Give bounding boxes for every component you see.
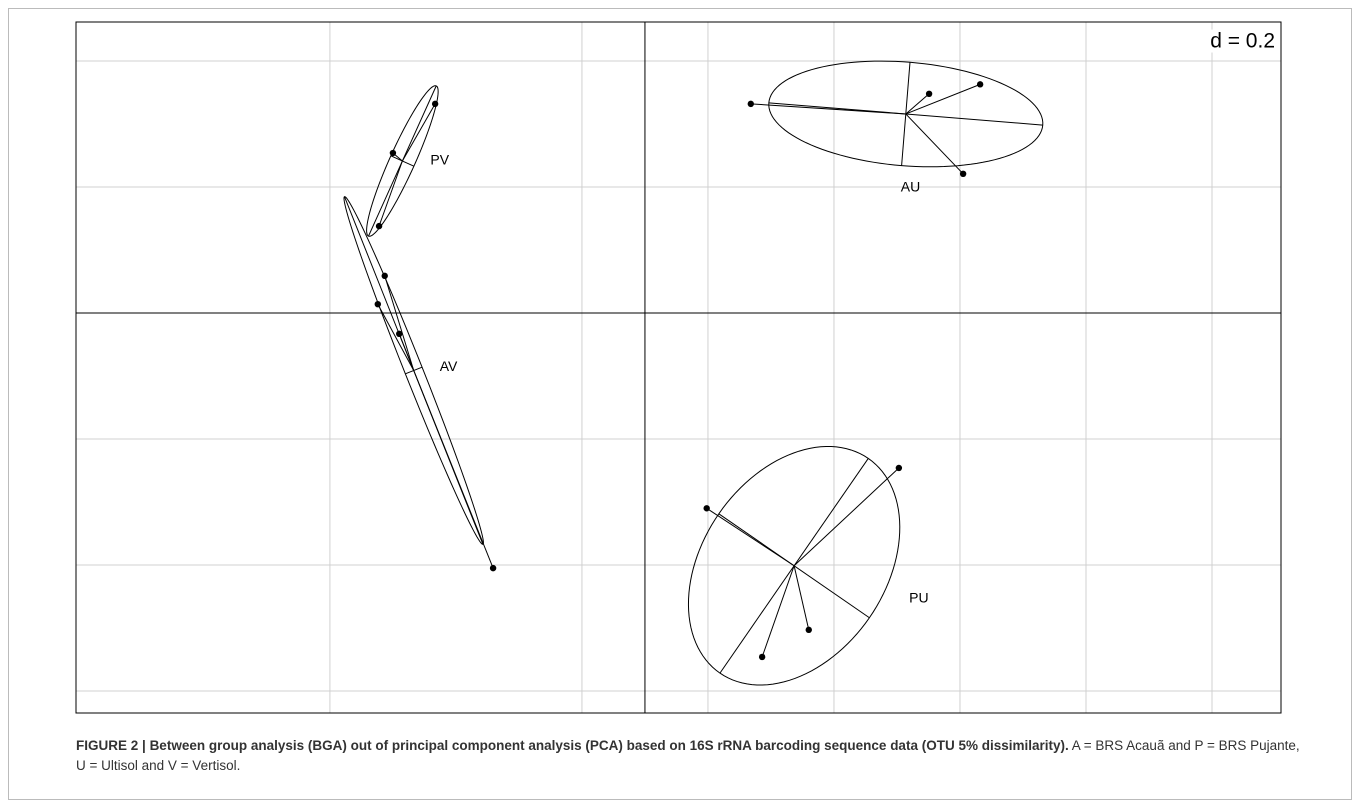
- caption-label: FIGURE 2 |: [76, 738, 146, 753]
- chart: d = 0.2 PV AV AU PU: [75, 21, 1282, 714]
- point: [747, 100, 754, 108]
- star-line: [401, 103, 436, 162]
- plot-frame: [75, 21, 1282, 714]
- star-line: [905, 113, 964, 175]
- class-label: PV: [430, 152, 449, 168]
- point: [895, 464, 903, 472]
- class-ellipse: [366, 85, 439, 237]
- caption: FIGURE 2 | Between group analysis (BGA) …: [76, 736, 1306, 776]
- star-line: [398, 333, 415, 371]
- class-ellipse: [343, 196, 484, 545]
- star-line: [706, 507, 795, 567]
- point: [396, 330, 403, 338]
- star-line: [793, 467, 900, 567]
- star-line: [793, 565, 810, 630]
- point: [758, 653, 766, 661]
- annotation-background: [1207, 29, 1278, 53]
- class-label: AU: [901, 179, 920, 195]
- figure-frame: [8, 8, 1352, 800]
- star-line: [384, 275, 415, 371]
- point: [375, 222, 383, 230]
- point: [374, 300, 382, 308]
- caption-title: Between group analysis (BGA) out of prin…: [149, 738, 1069, 753]
- point: [959, 170, 967, 178]
- star-line: [905, 83, 981, 115]
- star-line: [761, 565, 795, 658]
- point: [381, 272, 388, 280]
- scale-annotation: d = 0.2: [1210, 30, 1275, 53]
- point: [925, 90, 933, 98]
- class-label: AV: [440, 358, 458, 374]
- point: [431, 100, 439, 108]
- point: [703, 505, 710, 512]
- point: [389, 149, 397, 157]
- point: [489, 564, 497, 572]
- point: [976, 81, 984, 88]
- star-line: [905, 93, 930, 115]
- caption-text: A = BRS Acauã and P = BRS Pujante, U = U…: [76, 738, 1300, 773]
- point: [805, 626, 812, 634]
- star-line: [750, 103, 906, 115]
- class-label: PU: [909, 589, 928, 605]
- star-line: [378, 160, 403, 227]
- star-line: [413, 370, 494, 569]
- star-line: [377, 303, 415, 371]
